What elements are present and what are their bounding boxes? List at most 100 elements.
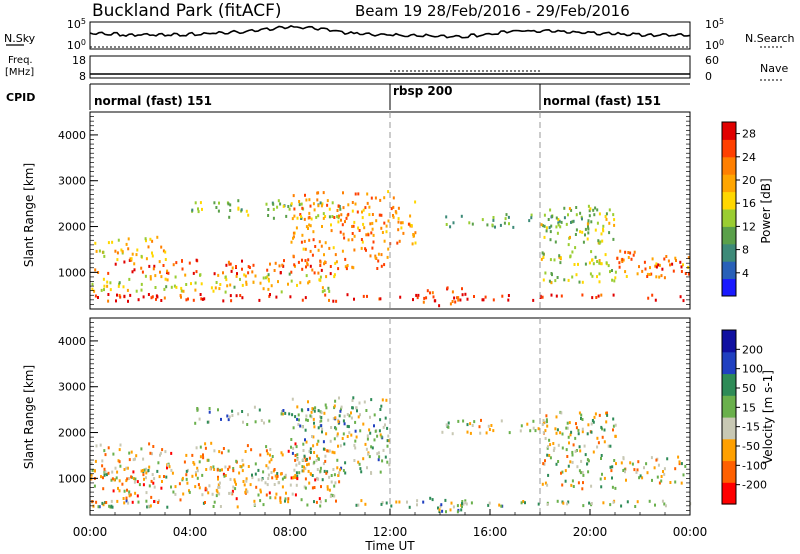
echo-cell: [103, 473, 106, 477]
echo-cell: [679, 295, 682, 299]
echo-cell: [332, 417, 335, 421]
echo-cell: [589, 207, 592, 211]
echo-cell: [581, 230, 584, 234]
echo-cell: [612, 237, 615, 241]
echo-cell: [610, 469, 613, 473]
echo-cell: [334, 253, 337, 257]
echo-cell: [575, 273, 578, 277]
echo-cell: [230, 491, 233, 495]
echo-cell: [170, 485, 172, 489]
echo-cell: [191, 474, 194, 478]
echo-cell: [361, 240, 364, 244]
x-tick-label: 16:00: [473, 525, 508, 539]
echo-cell: [387, 434, 390, 438]
colorbar-tick-label: 24: [742, 151, 756, 164]
echo-cell: [553, 446, 556, 450]
echo-cell: [181, 267, 184, 271]
echo-cell: [401, 221, 404, 225]
echo-cell: [629, 461, 632, 465]
echo-cell: [342, 469, 345, 473]
echo-cell: [308, 449, 311, 453]
echo-cell: [344, 257, 347, 261]
echo-cell: [316, 442, 319, 446]
echo-cell: [339, 207, 342, 211]
echo-cell: [344, 461, 347, 465]
velocity-echo-cells: [90, 396, 692, 514]
echo-cell: [267, 277, 270, 281]
echo-cell: [434, 299, 437, 303]
echo-cell: [387, 190, 390, 194]
colorbar-tick-label: 8: [742, 244, 749, 257]
echo-cell: [227, 260, 230, 264]
echo-cell: [117, 284, 120, 288]
echo-cell: [396, 241, 399, 245]
echo-cell: [110, 499, 113, 503]
echo-cell: [398, 500, 401, 504]
echo-cell: [157, 501, 160, 504]
echo-cell: [609, 503, 612, 507]
echo-cell: [370, 196, 373, 200]
echo-cell: [225, 278, 228, 282]
echo-cell: [388, 439, 391, 443]
echo-cell: [594, 228, 597, 232]
echo-cell: [582, 481, 584, 485]
echo-cell: [275, 492, 278, 496]
echo-cell: [596, 445, 599, 449]
echo-cell: [622, 457, 625, 461]
echo-cell: [255, 485, 258, 489]
echo-cell: [283, 475, 286, 479]
y-tick-label: 3000: [58, 175, 86, 188]
echo-cell: [330, 229, 333, 233]
echo-cell: [304, 247, 307, 251]
echo-cell: [111, 505, 114, 509]
echo-cell: [563, 278, 566, 282]
echo-cell: [309, 414, 312, 418]
echo-cell: [269, 453, 271, 457]
colorbar-tick-label: 16: [742, 197, 756, 210]
echo-cell: [97, 296, 99, 299]
echo-cell: [102, 250, 105, 254]
echo-cell: [145, 491, 148, 495]
echo-cell: [126, 466, 129, 470]
echo-cell: [614, 423, 617, 427]
echo-cell: [464, 501, 467, 505]
echo-cell: [197, 207, 199, 211]
echo-cell: [366, 192, 369, 196]
echo-cell: [202, 456, 205, 460]
power-colorbar-label: Power [dB]: [759, 178, 773, 243]
echo-cell: [620, 504, 623, 508]
echo-cell: [98, 249, 101, 253]
echo-cell: [302, 449, 305, 452]
echo-cell: [452, 221, 455, 225]
echo-cell: [219, 283, 222, 286]
echo-cell: [311, 253, 314, 257]
echo-cell: [259, 488, 262, 492]
echo-cell: [392, 215, 395, 219]
echo-cell: [292, 254, 295, 258]
echo-cell: [228, 465, 231, 469]
echo-cell: [337, 420, 340, 424]
echo-cell: [90, 473, 93, 477]
echo-cell: [185, 283, 188, 286]
echo-cell: [412, 298, 414, 302]
echo-cell: [195, 473, 197, 477]
echo-cell: [229, 477, 232, 481]
echo-cell: [123, 489, 126, 493]
echo-cell: [381, 501, 384, 505]
echo-cell: [582, 504, 585, 508]
echo-cell: [195, 258, 198, 262]
echo-cell: [631, 462, 634, 466]
echo-cell: [588, 214, 591, 218]
echo-cell: [487, 424, 490, 428]
echo-cell: [152, 481, 155, 485]
colorbar-swatch: [722, 395, 736, 418]
echo-cell: [655, 265, 658, 269]
echo-cell: [116, 258, 119, 262]
echo-cell: [247, 265, 250, 269]
echo-cell: [646, 471, 649, 475]
echo-cell: [353, 220, 356, 224]
echo-cell: [473, 420, 476, 424]
echo-cell: [333, 494, 336, 498]
echo-cell: [307, 469, 310, 473]
echo-cell: [358, 401, 361, 405]
